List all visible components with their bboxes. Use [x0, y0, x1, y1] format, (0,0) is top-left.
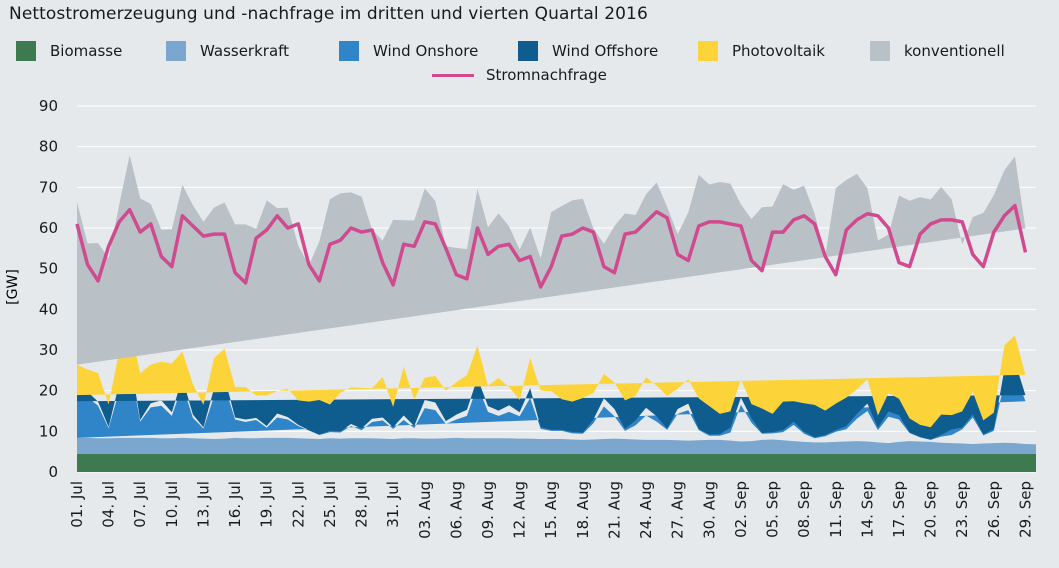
- x-tick-label: 25. Jul: [321, 481, 339, 528]
- x-tick-label: 04. Jul: [100, 481, 118, 528]
- legend-swatch-konventionell: [870, 41, 890, 61]
- x-tick-label: 12. Aug: [511, 481, 529, 539]
- x-tick-label: 08. Sep: [795, 481, 813, 538]
- y-tick-label: 70: [39, 178, 58, 196]
- y-tick-label: 0: [48, 463, 58, 481]
- x-axis: 01. Jul 04. Jul 07. Jul 10. Jul 13. Jul 16. J…: [68, 481, 1034, 539]
- legend-label-wind-offshore: Wind Offshore: [552, 42, 659, 60]
- y-tick-label: 50: [39, 260, 58, 278]
- y-tick-label: 40: [39, 300, 58, 318]
- legend-item-photovoltaik: Photovoltaik: [698, 40, 825, 62]
- legend-item-wind-offshore: Wind Offshore: [518, 40, 658, 62]
- legend-label-stromnachfrage: Stromnachfrage: [486, 66, 607, 84]
- legend-item-wasserkraft: Wasserkraft: [166, 40, 289, 62]
- x-tick-label: 15. Aug: [542, 481, 560, 539]
- x-tick-label: 19. Jul: [258, 481, 276, 528]
- x-tick-label: 17. Sep: [890, 481, 908, 538]
- x-tick-label: 26. Sep: [985, 481, 1003, 538]
- x-tick-label: 05. Sep: [764, 481, 782, 538]
- y-axis-label: [GW]: [5, 269, 21, 305]
- y-tick-label: 60: [39, 219, 58, 237]
- x-tick-label: 23. Sep: [953, 481, 971, 538]
- x-tick-label: 07. Jul: [131, 481, 149, 528]
- y-tick-label: 10: [39, 422, 58, 440]
- legend-item-stromnachfrage: Stromnachfrage: [432, 64, 607, 86]
- x-tick-label: 22. Jul: [289, 481, 307, 528]
- y-tick-label: 90: [39, 97, 58, 115]
- x-tick-label: 20. Sep: [922, 481, 940, 538]
- x-tick-label: 01. Jul: [68, 481, 86, 528]
- legend-item-konventionell: konventionell: [870, 40, 1005, 62]
- area-konventionell: [77, 155, 1026, 365]
- legend-item-biomasse: Biomasse: [16, 40, 122, 62]
- y-tick-label: 30: [39, 341, 58, 359]
- legend-label-biomasse: Biomasse: [50, 42, 123, 60]
- x-tick-label: 21. Aug: [605, 481, 623, 539]
- x-tick-label: 13. Jul: [194, 481, 212, 528]
- x-tick-label: 30. Aug: [700, 481, 718, 539]
- area-photovoltaik: [77, 326, 1026, 428]
- legend-label-wind-onshore: Wind Onshore: [373, 42, 479, 60]
- x-tick-label: 31. Jul: [384, 481, 402, 528]
- legend-item-wind-onshore: Wind Onshore: [339, 40, 478, 62]
- x-tick-label: 09. Aug: [479, 481, 497, 539]
- legend-swatch-photovoltaik: [698, 41, 718, 61]
- x-tick-label: 16. Jul: [226, 481, 244, 528]
- x-tick-label: 28. Jul: [353, 481, 371, 528]
- y-tick-label: 80: [39, 138, 58, 156]
- legend-label-photovoltaik: Photovoltaik: [732, 42, 825, 60]
- legend-swatch-biomasse: [16, 41, 36, 61]
- area-wind-offshore: [77, 356, 1026, 440]
- area-wasserkraft: [77, 437, 1036, 454]
- y-axis: 0 10 20 30 40 50 60 70 80 90: [39, 97, 58, 481]
- x-tick-label: 06. Aug: [447, 481, 465, 539]
- x-tick-label: 18. Aug: [574, 481, 592, 539]
- legend-swatch-wind-offshore: [518, 41, 538, 61]
- x-tick-label: 14. Sep: [858, 481, 876, 538]
- x-tick-label: 11. Sep: [827, 481, 845, 538]
- chart-title: Nettostromerzeugung und -nachfrage im dr…: [9, 4, 648, 24]
- x-tick-label: 24. Aug: [637, 481, 655, 539]
- legend: Biomasse Wasserkraft Wind Onshore Wind O…: [14, 40, 1044, 86]
- x-tick-label: 10. Jul: [163, 481, 181, 528]
- area-biomasse: [77, 453, 1036, 472]
- legend-swatch-wind-onshore: [339, 41, 359, 61]
- line-stromnachfrage: [75, 203, 1028, 289]
- legend-label-konventionell: konventionell: [904, 42, 1005, 60]
- legend-label-wasserkraft: Wasserkraft: [200, 42, 290, 60]
- y-tick-label: 20: [39, 382, 58, 400]
- x-tick-label: 27. Aug: [669, 481, 687, 539]
- line-series: [75, 203, 1028, 289]
- x-tick-label: 29. Sep: [1016, 481, 1034, 538]
- x-tick-label: 03. Aug: [416, 481, 434, 539]
- area-series: [77, 155, 1036, 472]
- x-tick-label: 02. Sep: [732, 481, 750, 538]
- legend-swatch-wasserkraft: [166, 41, 186, 61]
- legend-line-stromnachfrage: [432, 73, 474, 77]
